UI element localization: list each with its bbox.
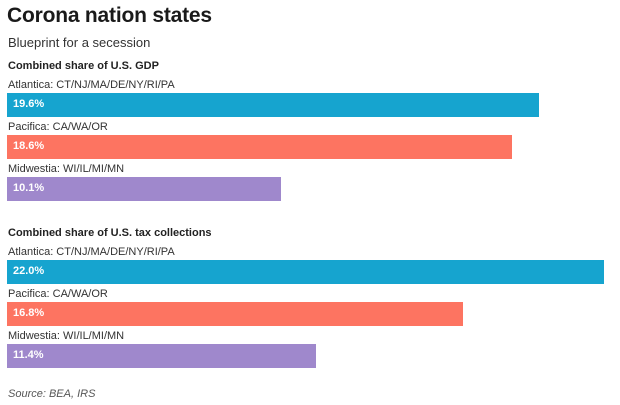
category-label-midwestia: Midwestia: WI/IL/MI/MN	[8, 163, 125, 175]
category-label-pacifica: Pacifica: CA/WA/OR	[8, 288, 108, 300]
bar-atlantica: 22.0%	[7, 260, 604, 284]
bar-pacifica: 18.6%	[7, 135, 512, 159]
category-label-atlantica: Atlantica: CT/NJ/MA/DE/NY/RI/PA	[8, 79, 175, 91]
bar-value-label-pacifica: 16.8%	[13, 307, 45, 319]
bar-midwestia: 10.1%	[7, 177, 281, 201]
bar-value-label-atlantica: 22.0%	[13, 265, 45, 277]
source-note: Source: BEA, IRS	[8, 388, 96, 400]
bar-value-label-pacifica: 18.6%	[13, 140, 45, 152]
chart-subtitle: Blueprint for a secession	[8, 35, 151, 50]
bar-atlantica: 19.6%	[7, 93, 539, 117]
category-label-pacifica: Pacifica: CA/WA/OR	[8, 121, 108, 133]
bar-value-label-midwestia: 11.4%	[13, 349, 44, 361]
section-title: Combined share of U.S. tax collections	[8, 227, 212, 239]
bar-value-label-atlantica: 19.6%	[13, 98, 45, 110]
section-title: Combined share of U.S. GDP	[8, 60, 159, 72]
category-label-atlantica: Atlantica: CT/NJ/MA/DE/NY/RI/PA	[8, 246, 175, 258]
bar-pacifica: 16.8%	[7, 302, 463, 326]
chart-title: Corona nation states	[7, 4, 212, 27]
category-label-midwestia: Midwestia: WI/IL/MI/MN	[8, 330, 125, 342]
bar-value-label-midwestia: 10.1%	[13, 182, 45, 194]
bar-midwestia: 11.4%	[7, 344, 316, 368]
